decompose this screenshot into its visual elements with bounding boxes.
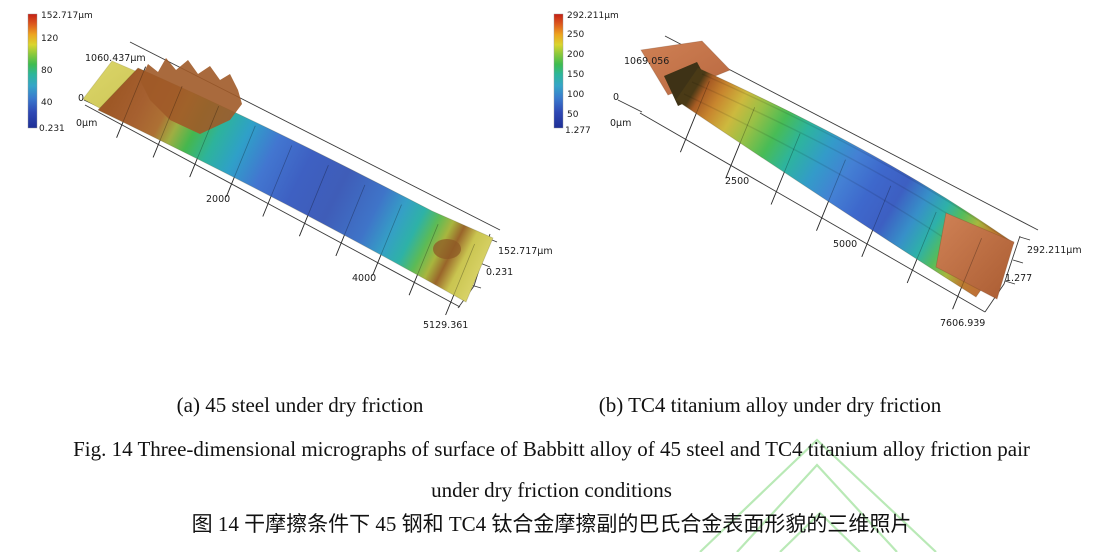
panel-a-height-max-label: 152.717μm [498, 246, 553, 257]
watermark-chevron-middle [736, 463, 898, 552]
panel-b-origin-label: 0 [613, 92, 619, 103]
watermark-chevron-outer [699, 438, 937, 552]
panel-b-colorbar-tick-100: 100 [567, 90, 584, 100]
panel-b-height-min-label: 1.277 [1005, 273, 1032, 284]
panel-a-height-min-label: 0.231 [486, 267, 513, 278]
panel-b-origin-unit-label: 0μm [610, 118, 631, 129]
panel-a-grid-over-surface [116, 66, 475, 316]
panel-b-x-tick-5000: 5000 [833, 239, 857, 250]
panel-a-caption: (a) 45 steel under dry friction [176, 393, 424, 417]
panel-b-plot: 292.211μm 250 200 150 100 50 1.277 [553, 11, 1082, 329]
panel-a-width-label: 1060.437μm [85, 53, 146, 64]
panel-a-colorbar-min-label: 0.231 [39, 124, 65, 134]
panel-a-wear-ridge [140, 58, 242, 134]
panel-b-colorbar-tick-150: 150 [567, 70, 584, 80]
panel-b-grid-over-surface [680, 81, 982, 310]
panel-b-colorbar-tick-250: 250 [567, 30, 584, 40]
panel-a-length-label: 5129.361 [423, 320, 468, 331]
panel-b-colorbar-min-label: 1.277 [565, 126, 591, 136]
panel-a-colorbar-tick-120: 120 [41, 34, 58, 44]
panel-b-colorbar [553, 13, 564, 129]
panel-b-x-tick-2500: 2500 [725, 176, 749, 187]
panel-b-length-label: 7606.939 [940, 318, 985, 329]
panel-b-height-max-label: 292.211μm [1027, 245, 1082, 256]
panel-a-colorbar-tick-40: 40 [41, 98, 53, 108]
figure-caption-zh: 图 14 干摩擦条件下 45 钢和 TC4 钛合金摩擦副的巴氏合金表面形貌的三维… [191, 512, 912, 536]
watermark-chevron-inner [779, 511, 861, 552]
panel-a-x-tick-4000: 4000 [352, 273, 376, 284]
panel-b-width-label: 1069.056 [624, 56, 669, 67]
watermark-chevrons [699, 438, 937, 552]
panel-a-colorbar-max-label: 152.717μm [41, 11, 93, 21]
panel-b-colorbar-tick-50: 50 [567, 110, 579, 120]
panel-a-colorbar [27, 13, 38, 129]
panel-b-colorbar-tick-200: 200 [567, 50, 584, 60]
panel-a-colorbar-tick-80: 80 [41, 66, 53, 76]
panel-a-origin-unit-label: 0μm [76, 118, 97, 129]
panel-a-x-tick-2000: 2000 [206, 194, 230, 205]
figure-caption-en-line2: under dry friction conditions [431, 478, 672, 502]
panel-b-caption: (b) TC4 titanium alloy under dry frictio… [598, 393, 942, 417]
panel-b-end-plateau [935, 212, 1015, 300]
micrograph-plots: 152.717μm 120 80 40 0.231 1060.437μm [27, 11, 1082, 331]
panel-b-colorbar-max-label: 292.211μm [567, 11, 619, 21]
panel-a-origin-label: 0 [78, 93, 84, 104]
panel-a-end-bump [433, 239, 461, 259]
panel-a-plot: 152.717μm 120 80 40 0.231 1060.437μm [27, 11, 553, 331]
figure-caption-en-line1: Fig. 14 Three-dimensional micrographs of… [73, 437, 1030, 461]
